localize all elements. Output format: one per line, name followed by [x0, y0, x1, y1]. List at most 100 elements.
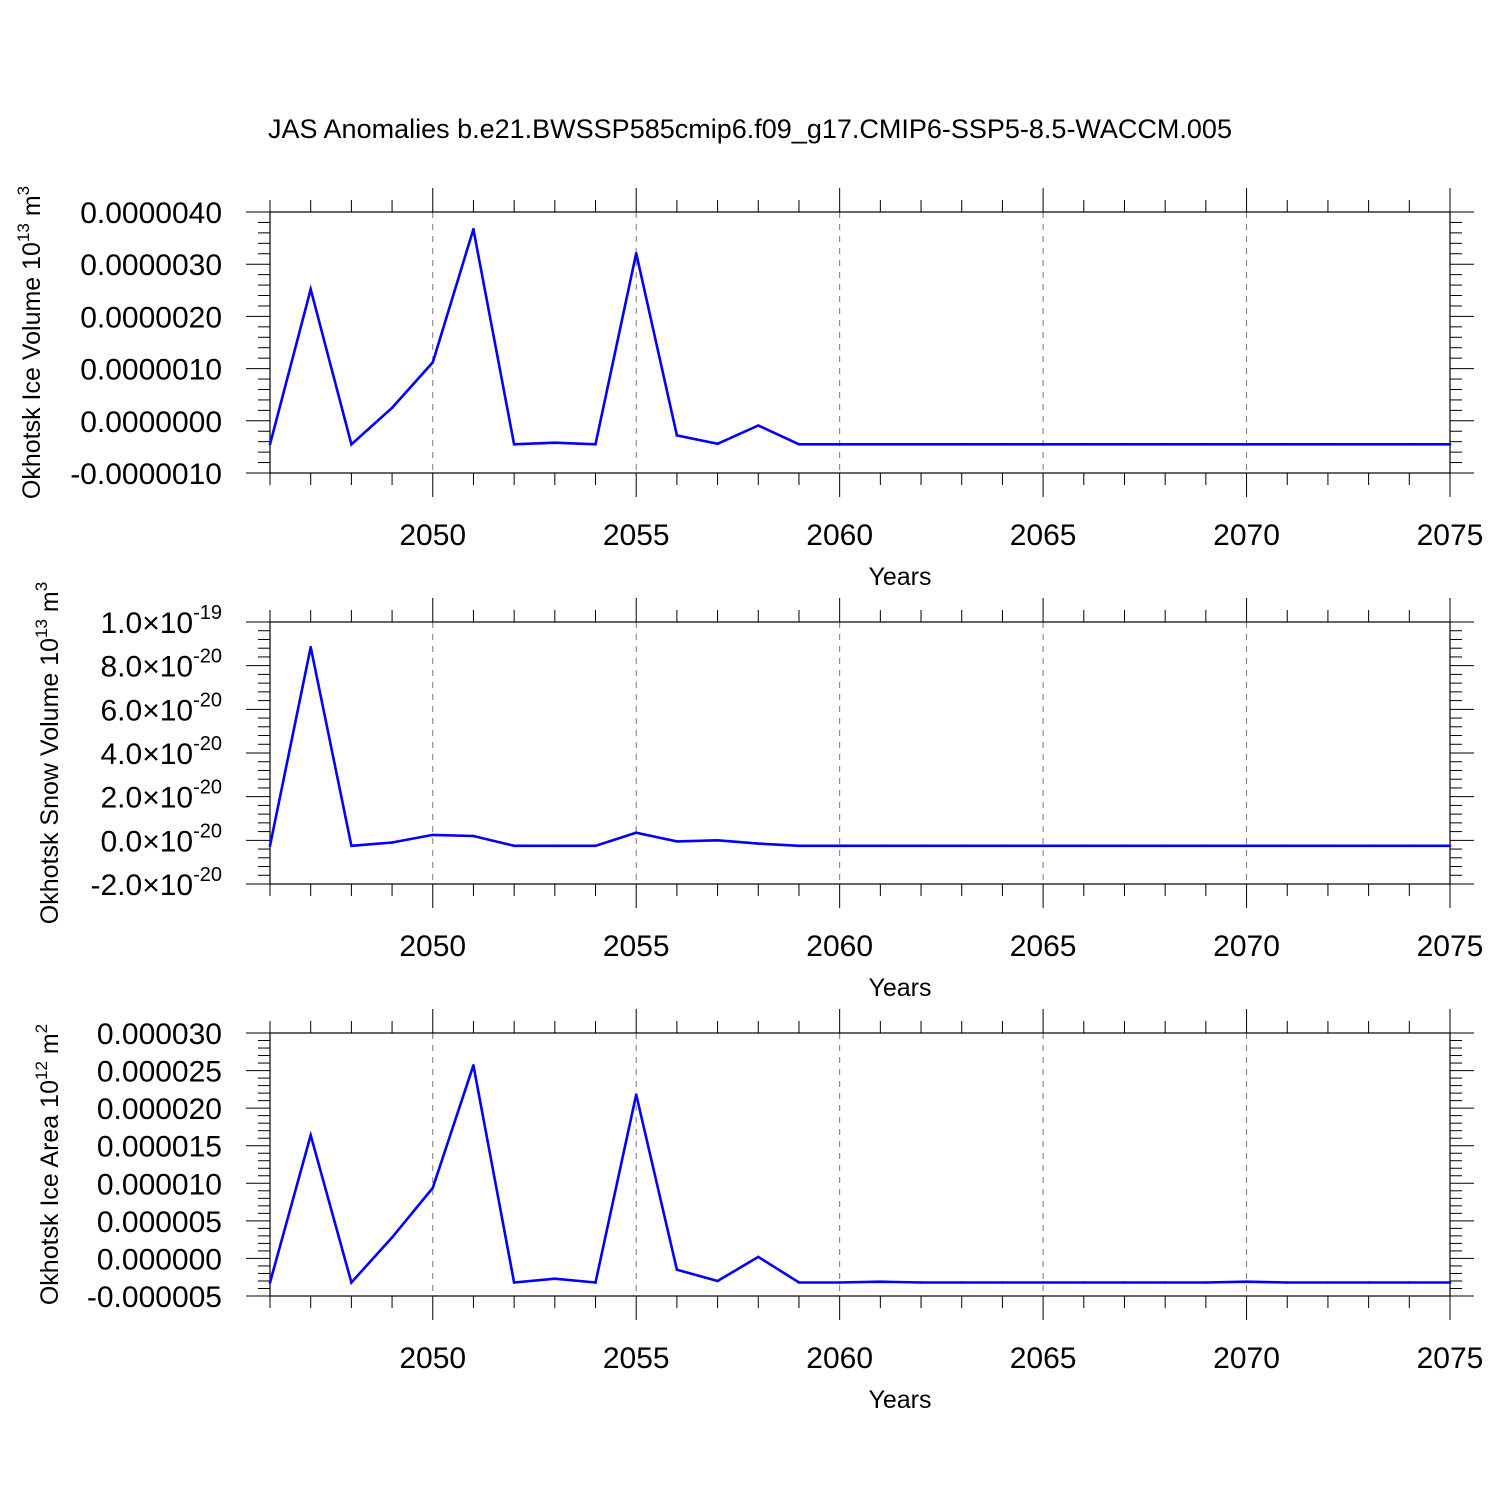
- x-axis-label: Years: [868, 1386, 931, 1414]
- data-point: [1001, 1281, 1004, 1284]
- data-point: [634, 251, 638, 255]
- data-point: [1326, 442, 1330, 446]
- y-tick-label: 1.0×10-19: [100, 602, 222, 640]
- x-axis-label: Years: [868, 974, 931, 1002]
- y-tick-mantissa: 1.0: [100, 607, 142, 640]
- data-point: [268, 1281, 272, 1284]
- data-point: [350, 442, 353, 446]
- x-axis-label: Years: [868, 563, 931, 591]
- data-point: [1448, 442, 1452, 446]
- y-tick-label: 0.000005: [97, 1206, 222, 1239]
- y-tick-label: 0.0000000: [80, 406, 222, 439]
- series-line: [268, 228, 1450, 447]
- data-point: [879, 442, 882, 446]
- y-tick-times-ten: ×10: [142, 651, 193, 684]
- data-point: [1408, 1281, 1411, 1284]
- data-point: [1408, 844, 1411, 848]
- data-point: [1245, 442, 1248, 446]
- data-point: [1448, 844, 1452, 848]
- y-tick-exponent: -19: [193, 602, 222, 624]
- x-tick-label: 2050: [399, 1342, 466, 1375]
- x-tick-label: 2055: [603, 519, 670, 552]
- y-axis-label: Okhotsk Ice Volume 1013 m3: [14, 186, 46, 499]
- data-point: [1163, 844, 1167, 848]
- data-point: [1204, 844, 1208, 848]
- y-tick-times-ten: ×10: [142, 825, 193, 858]
- data-point: [390, 841, 394, 844]
- data-point: [1367, 1281, 1370, 1284]
- y-tick-label: -2.0×10-20: [91, 864, 223, 902]
- data-point: [553, 1277, 557, 1281]
- data-point: [472, 834, 475, 838]
- x-tick-label: 2065: [1010, 1342, 1077, 1375]
- y-axis-unit-exponent: 13: [32, 619, 51, 638]
- y-tick-mantissa: 8.0: [100, 651, 142, 684]
- data-point: [1041, 442, 1045, 446]
- data-point: [350, 844, 353, 848]
- series-line: [268, 646, 1450, 848]
- data-point: [675, 1268, 679, 1271]
- data-point: [594, 442, 597, 446]
- data-point: [1245, 844, 1248, 848]
- data-point: [1041, 1281, 1045, 1284]
- x-tick-label: 2075: [1417, 1342, 1484, 1375]
- y-tick-times-ten: ×10: [142, 694, 193, 727]
- data-point: [472, 227, 475, 231]
- y-tick-label: 0.0000020: [80, 301, 222, 334]
- data-point: [553, 844, 557, 848]
- y-tick-mantissa: 0.0: [100, 825, 142, 858]
- data-point: [512, 1281, 516, 1284]
- data-point: [1041, 844, 1045, 848]
- y-tick-exponent: -20: [193, 733, 222, 755]
- data-point: [634, 831, 638, 834]
- data-point: [1326, 1281, 1330, 1284]
- data-point: [716, 839, 719, 842]
- data-point: [879, 1280, 882, 1284]
- y-tick-exponent: -20: [193, 777, 222, 799]
- data-point: [716, 1279, 719, 1283]
- data-point: [756, 842, 760, 845]
- y-axis-label: Okhotsk Snow Volume 1013 m3: [32, 582, 64, 924]
- data-point: [1001, 844, 1004, 848]
- y-tick-label: 0.000010: [97, 1168, 222, 1201]
- y-axis-unit-exponent: 3: [32, 582, 51, 591]
- y-tick-exponent: -20: [193, 646, 222, 668]
- data-point: [309, 645, 312, 649]
- y-tick-label: 0.000020: [97, 1093, 222, 1126]
- y-tick-mantissa: 4.0: [100, 738, 142, 771]
- data-point: [1326, 844, 1330, 848]
- data-point: [1163, 442, 1167, 446]
- y-tick-mantissa: 6.0: [100, 694, 142, 727]
- plot-frame: [269, 211, 1451, 474]
- y-axis-unit: 10: [18, 242, 46, 270]
- x-tick-label: 2070: [1213, 519, 1280, 552]
- y-tick-label: 0.0000010: [80, 354, 222, 387]
- data-point: [1123, 844, 1126, 848]
- data-point: [1163, 1281, 1167, 1284]
- y-tick-mantissa: 2.0: [100, 782, 142, 815]
- data-point: [1367, 844, 1370, 848]
- y-tick-label: 0.000030: [97, 1018, 222, 1051]
- data-point: [431, 1186, 435, 1190]
- data-point: [1082, 1281, 1086, 1284]
- data-point: [512, 442, 516, 446]
- y-tick-exponent: -20: [193, 864, 222, 886]
- data-point: [1001, 442, 1004, 446]
- data-point: [1082, 844, 1086, 848]
- x-tick-label: 2060: [806, 930, 873, 963]
- y-tick-times-ten: ×10: [142, 869, 193, 902]
- data-point: [960, 844, 964, 848]
- data-point: [1367, 442, 1370, 446]
- y-tick-label: 4.0×10-20: [100, 733, 222, 771]
- data-point: [634, 1093, 638, 1096]
- data-point: [756, 424, 760, 427]
- data-point: [594, 1281, 597, 1284]
- data-point: [1082, 442, 1086, 446]
- data-point: [431, 833, 435, 837]
- data-point: [350, 1281, 353, 1284]
- x-tick-label: 2070: [1213, 930, 1280, 963]
- data-point: [675, 434, 679, 437]
- y-tick-label: 0.000015: [97, 1131, 222, 1164]
- y-axis-unit: m: [18, 195, 46, 223]
